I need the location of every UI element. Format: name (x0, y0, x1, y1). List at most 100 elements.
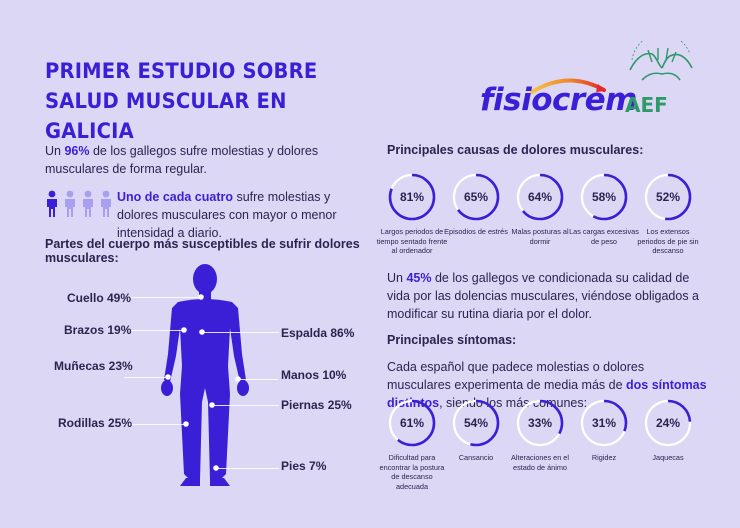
symptoms-ring-item: 61% Dificultad para encontrar la postura … (376, 398, 448, 491)
ring-caption: Episodios de estrés (444, 227, 508, 236)
quality-percent: 45% (406, 271, 432, 285)
aef-logo: AEF (625, 93, 668, 117)
ring-fill (644, 173, 692, 221)
ring-fill (388, 399, 436, 447)
progress-ring-icon (388, 399, 436, 447)
intro-pre: Un (45, 144, 65, 158)
person-icon (65, 190, 75, 217)
aef-hands-icon (629, 40, 693, 81)
page-title: PRIMER ESTUDIO SOBRE SALUD MUSCULAR EN G… (45, 56, 380, 146)
symptoms-ring: 24% (643, 398, 693, 448)
ring-caption: Rigidez (591, 453, 617, 462)
munecas-leader-line (124, 377, 168, 378)
progress-ring-icon (516, 173, 564, 221)
ring-value: 52% (655, 190, 681, 204)
ring-value: 54% (463, 416, 489, 430)
title-line-1: PRIMER ESTUDIO SOBRE (45, 59, 318, 83)
causes-ring: 58% (579, 172, 629, 222)
progress-ring-icon (580, 173, 628, 221)
espalda-leader-line (203, 332, 279, 333)
symptoms-ring: 54% (451, 398, 501, 448)
ring-value: 65% (463, 190, 489, 204)
person-icon (47, 190, 57, 217)
ring-value: 64% (527, 190, 553, 204)
label-espalda: Espalda 86% (281, 326, 355, 340)
causes-ring: 52% (643, 172, 693, 222)
progress-ring-icon (452, 173, 500, 221)
label-cuello: Cuello 49% (67, 291, 132, 305)
ring-fill (452, 173, 500, 221)
causes-ring-item: 58% Las cargas excesivas de peso (568, 172, 640, 246)
progress-ring-icon (452, 399, 500, 447)
one-in-four-paragraph: Uno de cada cuatro sufre molestias y dol… (117, 188, 357, 242)
ring-value: 58% (591, 190, 617, 204)
causes-ring-item: 65% Episodios de estrés (440, 172, 512, 237)
body-parts-heading: Partes del cuerpo más susceptibles de su… (45, 237, 360, 265)
fisiocrem-arc-icon (530, 78, 606, 94)
ring-value: 24% (655, 416, 681, 430)
ring-caption: Las cargas excesivas de peso (569, 227, 639, 246)
fisiocrem-logo: fisiocrem (480, 82, 637, 118)
intro-post: de los gallegos sufre molestias y dolore… (45, 144, 319, 176)
ring-caption: Jaquecas (652, 453, 684, 462)
quality-paragraph: Un 45% de los gallegos ve condicionada s… (387, 269, 707, 323)
title-line-2: SALUD MUSCULAR EN GALICIA (45, 89, 287, 143)
ring-fill (516, 173, 564, 221)
progress-ring-icon (388, 173, 436, 221)
label-pies: Pies 7% (281, 459, 327, 473)
label-rodillas: Rodillas 25% (58, 416, 133, 430)
causes-heading: Principales causas de dolores musculares… (387, 143, 644, 157)
quality-post: de los gallegos ve condicionada su calid… (387, 271, 699, 321)
symptoms-heading: Principales síntomas: (387, 333, 517, 347)
ring-value: 81% (399, 190, 425, 204)
symptoms-ring: 33% (515, 398, 565, 448)
label-manos: Manos 10% (281, 368, 347, 382)
brazos-leader-line (124, 330, 184, 331)
symptoms-ring-row: 61% Dificultad para encontrar la postura … (376, 398, 716, 498)
pies-leader-line (217, 468, 279, 469)
ring-fill (580, 399, 628, 447)
ring-value: 33% (527, 416, 553, 430)
progress-ring-icon (580, 399, 628, 447)
symptoms-intro-post: , siendo los más comunes: (439, 396, 588, 410)
ring-value: 61% (399, 416, 425, 430)
symptoms-ring: 31% (579, 398, 629, 448)
label-munecas: Muñecas 23% (54, 359, 133, 373)
ring-caption: Dificultad para encontrar la postura de … (379, 453, 445, 491)
causes-ring: 65% (451, 172, 501, 222)
causes-ring-item: 52% Los extensos periodos de pie sin desc… (632, 172, 704, 256)
symptoms-ring-item: 31% Rigidez (568, 398, 640, 463)
causes-ring-item: 81% Largos periodos de tiempo sentado fre… (376, 172, 448, 256)
manos-leader-line (240, 379, 278, 380)
intro-percent: 96% (64, 144, 90, 158)
causes-ring: 64% (515, 172, 565, 222)
human-body-figure (161, 264, 249, 486)
symptoms-ring-item: 54% Cansancio (440, 398, 512, 463)
person-icon (101, 190, 111, 217)
rodillas-leader-line (124, 424, 186, 425)
label-piernas: Piernas 25% (281, 398, 352, 412)
symptoms-intro: Cada español que padece molestias o dolo… (387, 358, 707, 412)
progress-ring-icon (644, 173, 692, 221)
intro-paragraph: Un 96% de los gallegos sufre molestias y… (45, 142, 350, 178)
ring-value: 31% (591, 416, 617, 430)
person-icon (83, 190, 93, 217)
ring-fill (644, 399, 692, 447)
cuello-leader-line (124, 297, 201, 298)
causes-ring-item: 64% Malas posturas al dormir (504, 172, 576, 246)
ring-caption: Los extensos periodos de pie sin descans… (637, 227, 699, 255)
symptoms-intro-pre: Cada español que padece molestias o dolo… (387, 360, 645, 392)
symptoms-ring-item: 24% Jaquecas (632, 398, 704, 463)
quality-pre: Un (387, 271, 407, 285)
causes-ring: 81% (387, 172, 437, 222)
progress-ring-icon (644, 399, 692, 447)
ring-caption: Largos periodos de tiempo sentado frente… (376, 227, 448, 255)
causes-ring-row: 81% Largos periodos de tiempo sentado fre… (376, 172, 716, 267)
progress-ring-icon (516, 399, 564, 447)
ring-fill (580, 173, 628, 221)
ring-caption: Malas posturas al dormir (511, 227, 569, 246)
ring-caption: Cansancio (458, 453, 494, 462)
ring-fill (516, 399, 564, 447)
people-icon-row (45, 190, 113, 218)
one-in-four-rest: sufre molestias y dolores musculares con… (117, 190, 337, 240)
